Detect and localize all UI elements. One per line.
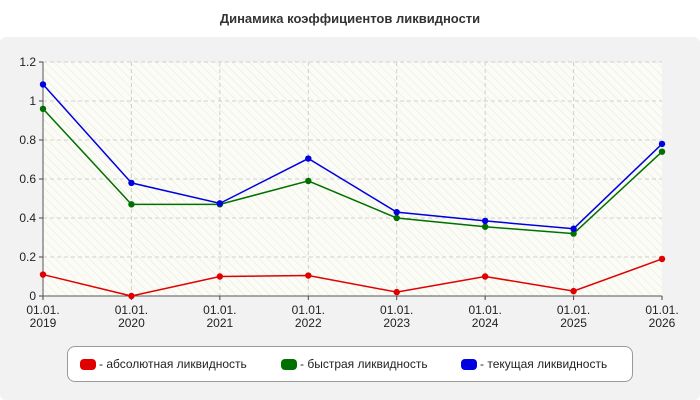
data-point-0-2 — [216, 273, 224, 280]
data-point-0-5 — [481, 273, 489, 280]
x-tick-label: 01.01. 2019 — [26, 303, 59, 330]
y-tick-label: 1 — [29, 94, 36, 108]
x-tick-label: 01.01. 2021 — [203, 303, 236, 330]
legend-swatch-absolute — [80, 358, 96, 370]
data-point-1-0 — [39, 105, 47, 113]
data-point-0-7 — [658, 255, 666, 263]
data-point-1-6 — [570, 230, 577, 237]
data-point-2-0 — [39, 81, 47, 88]
x-tick-label: 01.01. 2023 — [380, 303, 413, 330]
legend-swatch-quick — [281, 358, 297, 370]
x-tick-label: 01.01. 2024 — [468, 303, 501, 330]
data-point-0-1 — [128, 292, 135, 300]
chart-legend: - абсолютная ликвидность - быстрая ликви… — [67, 346, 633, 382]
data-point-2-6 — [570, 225, 577, 232]
legend-item-current: - текущая ликвидность — [461, 347, 607, 381]
data-point-1-3 — [305, 177, 312, 185]
y-tick-label: 0.4 — [19, 211, 36, 225]
x-tick-label: 01.01. 2020 — [115, 303, 148, 330]
data-point-0-6 — [570, 287, 577, 295]
data-point-1-4 — [393, 214, 400, 222]
data-point-0-4 — [393, 288, 400, 296]
data-point-2-3 — [305, 155, 312, 162]
data-point-2-7 — [658, 140, 666, 148]
data-point-0-0 — [39, 271, 47, 278]
y-tick-label: 0 — [29, 289, 36, 303]
legend-item-absolute: - абсолютная ликвидность — [80, 347, 247, 381]
legend-label-quick: - быстрая ликвидность — [300, 357, 428, 371]
data-point-2-5 — [481, 217, 489, 225]
data-point-0-3 — [305, 272, 312, 279]
legend-label-absolute: - абсолютная ликвидность — [99, 357, 247, 371]
legend-swatch-current — [461, 358, 477, 370]
data-point-1-7 — [658, 148, 666, 155]
chart-title: Динамика коэффициентов ликвидности — [219, 11, 481, 26]
data-point-2-4 — [393, 208, 400, 216]
series-line-2 — [42, 83, 663, 230]
data-point-1-1 — [128, 201, 135, 208]
data-point-2-1 — [128, 179, 135, 187]
y-tick-label: 1.2 — [19, 55, 36, 69]
x-tick-label: 01.01. 2025 — [557, 303, 590, 330]
y-tick-label: 0.6 — [19, 172, 36, 186]
series-line-0 — [42, 258, 663, 297]
y-tick-label: 0.8 — [19, 133, 36, 147]
legend-label-current: - текущая ликвидность — [480, 357, 608, 371]
y-tick-label: 0.2 — [19, 250, 36, 264]
legend-item-quick: - быстрая ликвидность — [281, 347, 428, 381]
data-point-1-5 — [481, 223, 489, 230]
x-tick-label: 01.01. 2026 — [645, 303, 678, 330]
x-tick-label: 01.01. 2022 — [292, 303, 325, 330]
series-line-1 — [42, 108, 663, 235]
data-point-2-2 — [216, 200, 224, 207]
